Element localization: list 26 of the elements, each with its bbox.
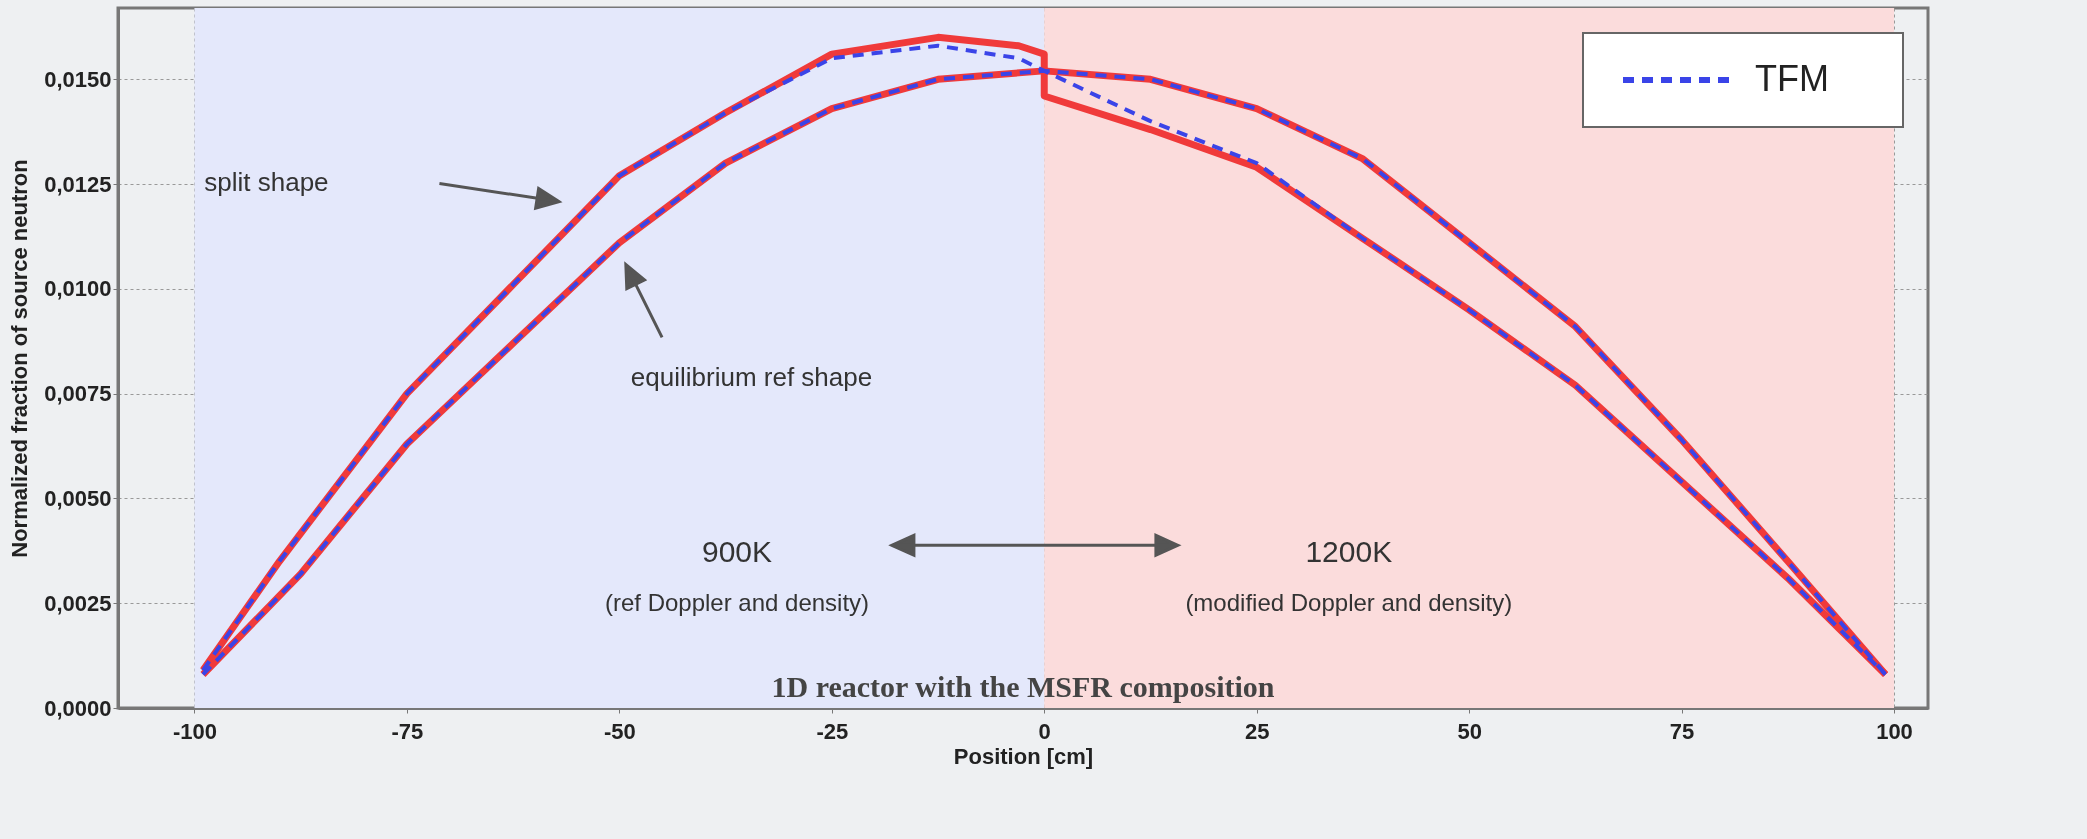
text: 1D reactor with the MSFR composition [771, 670, 1275, 703]
annotation: equilibrium ref shape [630, 362, 873, 393]
x-tick-label: 75 [1669, 718, 1695, 744]
legend-label: TFM [1755, 58, 1829, 99]
band-label: 1200K [1305, 535, 1393, 569]
y-tick-label: 0,0150 [44, 66, 112, 92]
y-axis-title: Normalized fraction of source neutron [7, 159, 33, 558]
annotation: (ref Doppler and density) [604, 588, 870, 616]
y-tick-label: 0,0000 [44, 695, 112, 721]
x-tick-label: -75 [391, 718, 424, 744]
annotation: split shape [204, 167, 329, 197]
x-tick-label: -50 [603, 718, 636, 744]
x-tick-label: -100 [172, 718, 217, 744]
x-axis-title: Position [cm] [953, 743, 1094, 769]
y-tick-label: 0,0075 [44, 381, 112, 407]
annotation: (modified Doppler and density) [1185, 588, 1513, 616]
x-tick-label: 100 [1876, 718, 1913, 744]
y-tick-label: 0,0050 [44, 485, 112, 511]
x-tick-label: 25 [1244, 718, 1270, 744]
x-tick-label: -25 [816, 718, 849, 744]
y-tick-label: 0,0025 [44, 590, 112, 616]
band-label: 900K [701, 535, 773, 569]
y-tick-label: 0,0100 [44, 276, 112, 302]
y-tick-label: 0,0125 [44, 171, 112, 197]
x-tick-label: 50 [1457, 718, 1482, 744]
x-tick-label: 0 [1038, 718, 1051, 744]
